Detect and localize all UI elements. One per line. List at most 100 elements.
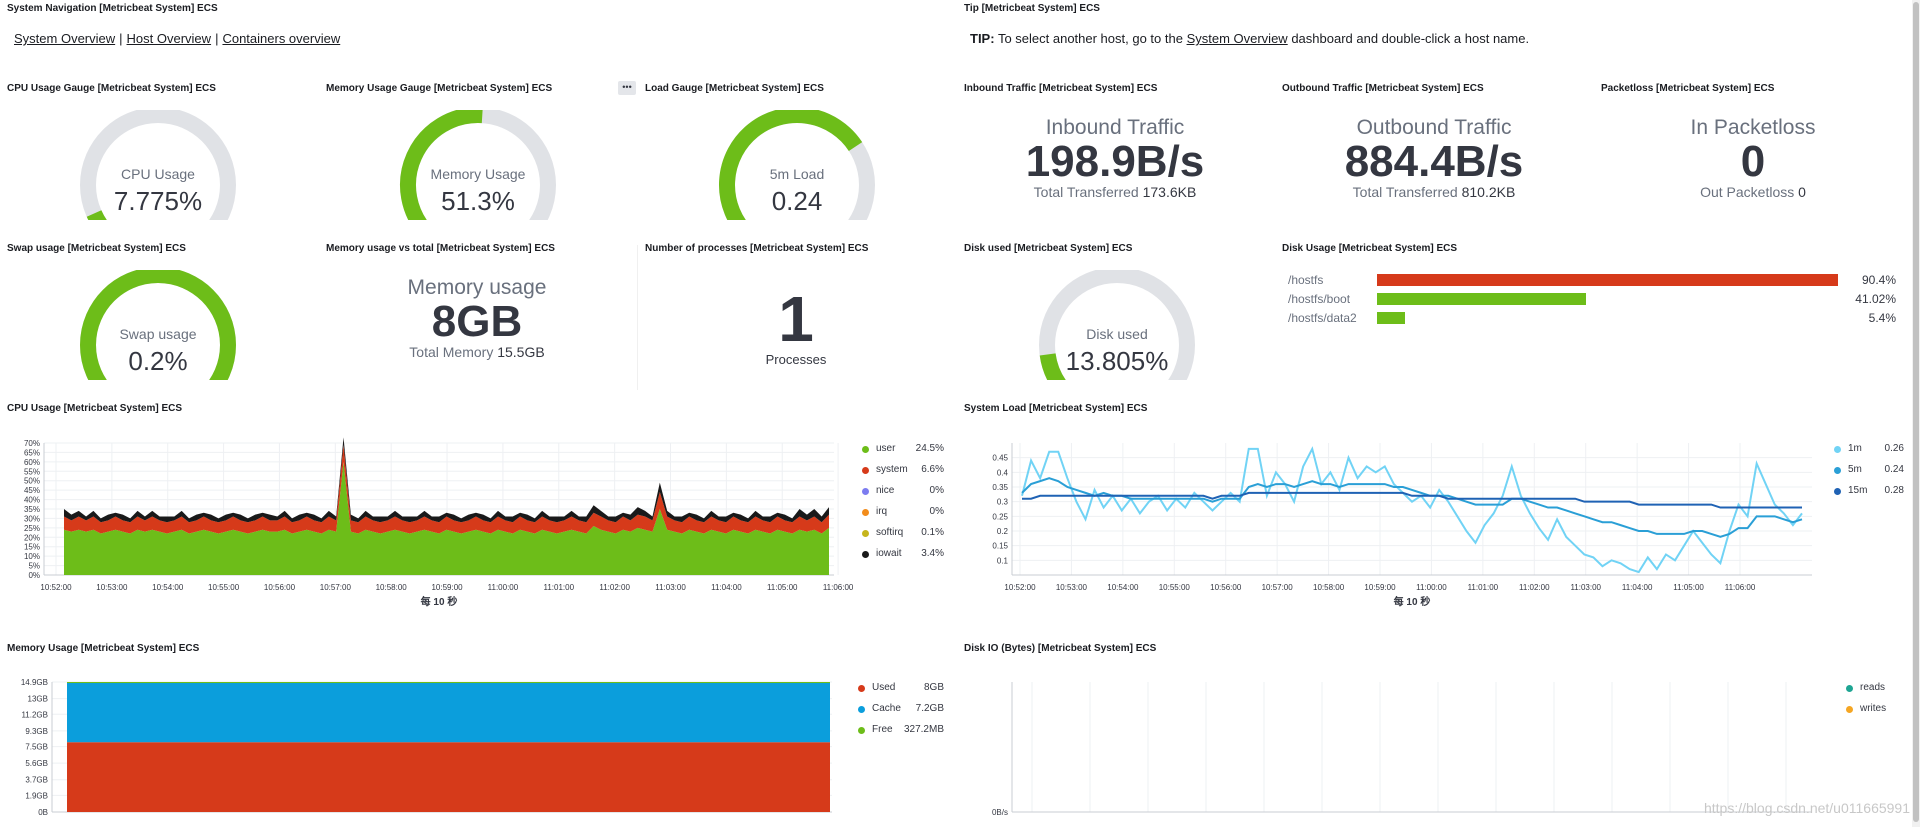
panel-title-memory-usage: Memory Usage [Metricbeat System] ECS bbox=[7, 643, 200, 654]
legend-item[interactable]: iowait 3.4% bbox=[862, 548, 944, 569]
legend-item[interactable]: 5m 0.24 bbox=[1834, 464, 1904, 485]
inbound-value: 198.9B/s bbox=[1025, 137, 1205, 186]
nav-link-host-overview[interactable]: Host Overview bbox=[126, 31, 212, 46]
x-tick-label: 11:06:00 bbox=[1725, 583, 1756, 592]
y-tick-label: 35% bbox=[24, 505, 40, 514]
legend-value: 7.2GB bbox=[915, 703, 944, 714]
panel-title-disk-io: Disk IO (Bytes) [Metricbeat System] ECS bbox=[964, 643, 1157, 654]
nav-link-system-overview[interactable]: System Overview bbox=[14, 31, 116, 46]
y-tick-label: 3.7GB bbox=[25, 776, 48, 785]
y-tick-label: 55% bbox=[24, 467, 40, 476]
legend-item[interactable]: user 24.5% bbox=[862, 443, 944, 464]
y-tick-label: 45% bbox=[24, 486, 40, 495]
y-tick-label: 15% bbox=[24, 543, 40, 552]
processes-value: 1 bbox=[778, 283, 814, 355]
outbound-label: Outbound Traffic bbox=[1356, 116, 1512, 139]
legend-dot-icon bbox=[858, 706, 865, 713]
panel-title-tip: Tip [Metricbeat System] ECS bbox=[964, 3, 1100, 14]
x-axis-label: 每 10 秒 bbox=[1394, 595, 1431, 608]
y-tick-label: 13GB bbox=[28, 695, 48, 704]
legend-item[interactable]: writes bbox=[1846, 703, 1906, 724]
x-tick-label: 10:57:00 bbox=[320, 583, 352, 592]
legend-dot-icon bbox=[862, 488, 869, 495]
outbound-sub: Total Transferred 810.2KB bbox=[1329, 184, 1539, 200]
x-tick-label: 10:54:00 bbox=[1107, 583, 1139, 592]
memory-area-cache bbox=[67, 682, 830, 743]
x-tick-label: 11:05:00 bbox=[1673, 583, 1704, 592]
disk-usage-row-value: 90.4% bbox=[1861, 273, 1896, 287]
x-tick-label: 11:04:00 bbox=[1622, 583, 1653, 592]
panel-title-nav: System Navigation [Metricbeat System] EC… bbox=[7, 3, 218, 14]
nav-link-containers-overview[interactable]: Containers overview bbox=[222, 31, 341, 46]
legend-value: 3.4% bbox=[921, 548, 944, 559]
legend-item[interactable]: softirq 0.1% bbox=[862, 527, 944, 548]
packetloss-value: 0 bbox=[1740, 137, 1766, 186]
gauge-fill bbox=[1039, 353, 1066, 380]
legend-item[interactable]: 1m 0.26 bbox=[1834, 443, 1904, 464]
outbound-value: 884.4B/s bbox=[1344, 137, 1524, 186]
legend-label: irq bbox=[876, 506, 888, 517]
y-tick-label: 0.45 bbox=[992, 454, 1008, 463]
memory-usage-metric: Memory usage 8GB Total Memory 15.5GB bbox=[372, 276, 582, 360]
panel-divider bbox=[637, 245, 638, 390]
legend-item[interactable]: irq 0% bbox=[862, 506, 944, 527]
panel-title-cpu-usage: CPU Usage [Metricbeat System] ECS bbox=[7, 403, 183, 414]
x-tick-label: 11:05:00 bbox=[767, 583, 798, 592]
disk-usage-row-label: /hostfs/data2 bbox=[1288, 311, 1357, 325]
disk-usage-row-value: 41.02% bbox=[1855, 292, 1896, 306]
load-gauge-value: 0.24 bbox=[771, 186, 823, 216]
y-tick-label: 70% bbox=[24, 439, 40, 448]
x-tick-label: 10:56:00 bbox=[264, 583, 296, 592]
tip-after: dashboard and double-click a host name. bbox=[1287, 31, 1530, 46]
legend-item[interactable]: Used 8GB bbox=[858, 682, 944, 703]
y-tick-label: 40% bbox=[24, 496, 40, 505]
memory-gauge-value: 51.3% bbox=[441, 186, 515, 216]
panel-title-disk-usage: Disk Usage [Metricbeat System] ECS bbox=[1282, 243, 1458, 254]
legend-dot-icon bbox=[862, 551, 869, 558]
y-tick-label: 60% bbox=[24, 458, 40, 467]
mem-usage-sub: Total Memory 15.5GB bbox=[372, 344, 582, 360]
packetloss-label: In Packetloss bbox=[1690, 116, 1816, 139]
x-tick-label: 10:59:00 bbox=[431, 583, 463, 592]
tip-link-system-overview[interactable]: System Overview bbox=[1186, 31, 1288, 46]
tip-before: To select another host, go to the bbox=[994, 31, 1187, 46]
legend-label: 5m bbox=[1848, 464, 1862, 475]
memory-gauge-arc bbox=[400, 110, 556, 220]
memory-area-used bbox=[67, 742, 830, 812]
gauge-fill bbox=[86, 209, 107, 220]
cpu-area-user bbox=[64, 461, 829, 575]
x-axis-label: 每 10 秒 bbox=[421, 595, 458, 608]
disk-gauge-label: Disk used bbox=[1086, 326, 1148, 342]
legend-dot-icon bbox=[862, 446, 869, 453]
cpu-gauge: CPU Usage 7.775% bbox=[78, 110, 238, 220]
legend-value: 0.26 bbox=[1884, 443, 1904, 454]
legend-item[interactable]: Free 327.2MB bbox=[858, 724, 944, 745]
legend-value: 0.1% bbox=[921, 527, 944, 538]
legend-label: system bbox=[876, 464, 908, 475]
legend-item[interactable]: 15m 0.28 bbox=[1834, 485, 1904, 506]
x-tick-label: 10:53:00 bbox=[96, 583, 128, 592]
legend-item[interactable]: nice 0% bbox=[862, 485, 944, 506]
legend-item[interactable]: reads bbox=[1846, 682, 1906, 703]
y-tick-label: 0B bbox=[38, 808, 48, 817]
scrollbar-thumb[interactable] bbox=[1913, 2, 1919, 822]
packetloss-sub-label: Out Packetloss bbox=[1700, 184, 1795, 200]
memory-legend: Used 8GB Cache 7.2GB Free 327.2MB bbox=[858, 682, 944, 745]
swap-gauge-value: 0.2% bbox=[128, 346, 188, 376]
legend-value: 327.2MB bbox=[903, 724, 944, 735]
cpu-area-system bbox=[64, 444, 829, 534]
legend-item[interactable]: system 6.6% bbox=[862, 464, 944, 485]
x-tick-label: 11:01:00 bbox=[544, 583, 575, 592]
cpu-gauge-arc bbox=[80, 110, 236, 220]
mem-total-label: Total Memory bbox=[409, 344, 494, 360]
swap-gauge-arc bbox=[80, 270, 236, 380]
y-tick-label: 50% bbox=[24, 477, 40, 486]
load-gauge-arc bbox=[719, 110, 875, 220]
x-tick-label: 11:00:00 bbox=[1416, 583, 1447, 592]
panel-title-mem-gauge: Memory Usage Gauge [Metricbeat System] E… bbox=[326, 83, 553, 94]
panel-title-system-load: System Load [Metricbeat System] ECS bbox=[964, 403, 1148, 414]
more-icon[interactable]: ••• bbox=[618, 81, 636, 95]
legend-dot-icon bbox=[862, 509, 869, 516]
legend-item[interactable]: Cache 7.2GB bbox=[858, 703, 944, 724]
packetloss-sub: Out Packetloss 0 bbox=[1648, 184, 1858, 200]
